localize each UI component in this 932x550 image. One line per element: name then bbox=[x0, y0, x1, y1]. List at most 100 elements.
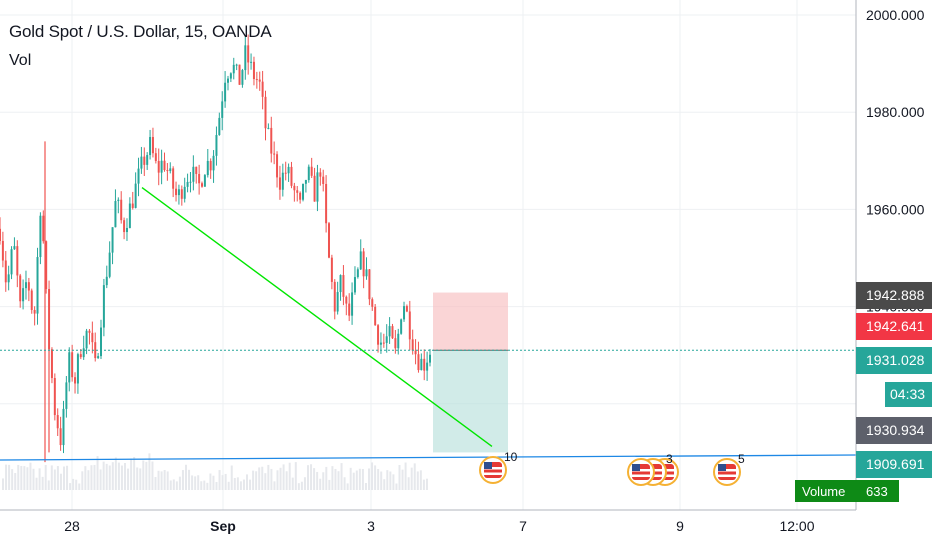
economic-events[interactable]: 10 3 5 bbox=[479, 450, 745, 486]
price-tag bbox=[856, 417, 932, 444]
candle-body bbox=[114, 201, 117, 228]
price-tag bbox=[856, 347, 932, 374]
volume-bar bbox=[35, 477, 38, 490]
volume-bar bbox=[319, 478, 322, 490]
price-tag-label: 1930.934 bbox=[866, 422, 925, 438]
volume-bar bbox=[279, 467, 282, 490]
volume-bar bbox=[11, 469, 14, 490]
volume-bar bbox=[32, 468, 35, 490]
volume-bar bbox=[285, 471, 288, 490]
candles bbox=[0, 34, 431, 463]
candle-body bbox=[53, 378, 56, 416]
volume-bar bbox=[352, 472, 355, 490]
volume-bar bbox=[325, 466, 328, 490]
volume-bar bbox=[154, 477, 157, 490]
volume-bar bbox=[114, 457, 117, 490]
volume-bar bbox=[29, 462, 32, 490]
volume-bar bbox=[130, 458, 133, 490]
volume-bar bbox=[371, 462, 374, 490]
volume-bar bbox=[288, 462, 291, 490]
candle-body bbox=[105, 276, 108, 286]
candle-body bbox=[111, 227, 114, 253]
candle-body bbox=[322, 176, 325, 184]
candle-body bbox=[299, 192, 302, 200]
candle-body bbox=[420, 358, 423, 371]
candle-body bbox=[405, 306, 408, 312]
volume-bar bbox=[233, 477, 236, 490]
candle-body bbox=[365, 269, 368, 277]
volume-bar bbox=[203, 480, 206, 490]
volume-bar bbox=[133, 457, 136, 490]
candle-body bbox=[252, 61, 255, 80]
horizontal-line-drawing[interactable] bbox=[0, 454, 857, 461]
flag-canton bbox=[484, 462, 492, 469]
volume-bar bbox=[99, 469, 102, 490]
volume-bar bbox=[38, 468, 41, 490]
long-position-tool[interactable] bbox=[433, 292, 508, 453]
candle-body bbox=[149, 137, 152, 156]
candle-body bbox=[400, 319, 403, 334]
position-target-zone[interactable] bbox=[433, 350, 508, 453]
candle-body bbox=[183, 186, 186, 199]
volume-bar bbox=[8, 464, 11, 490]
candle-body bbox=[394, 338, 397, 349]
position-stop-zone[interactable] bbox=[433, 292, 508, 351]
candle-body bbox=[24, 282, 27, 289]
candle-body bbox=[397, 333, 400, 349]
candle-body bbox=[27, 282, 30, 291]
volume-bar bbox=[90, 465, 93, 490]
volume-indicator-label[interactable]: Vol bbox=[9, 52, 32, 69]
candle-body bbox=[377, 325, 380, 345]
candle-body bbox=[50, 349, 53, 379]
candle-body bbox=[351, 292, 354, 316]
volume-bar bbox=[246, 474, 248, 490]
candle-body bbox=[278, 177, 281, 190]
candle-body bbox=[82, 348, 85, 358]
candle-body bbox=[221, 101, 224, 118]
candle-body bbox=[313, 175, 316, 202]
candle-body bbox=[229, 73, 232, 79]
volume-bar bbox=[377, 469, 380, 490]
volume-bar bbox=[218, 470, 221, 490]
volume-bar bbox=[401, 469, 404, 490]
volume-bar bbox=[258, 467, 261, 490]
candle-body bbox=[1, 240, 4, 261]
price-tag bbox=[856, 451, 932, 478]
volume-bar bbox=[166, 471, 169, 490]
trendline-drawing[interactable] bbox=[141, 186, 493, 447]
price-tag-label: 1931.028 bbox=[866, 352, 925, 368]
volume-bar bbox=[355, 470, 358, 490]
volume-bar bbox=[50, 465, 53, 490]
candle-body bbox=[264, 96, 267, 129]
candle-body bbox=[429, 354, 431, 363]
candle-body bbox=[131, 203, 134, 208]
candle-body bbox=[411, 339, 414, 351]
volume-bar bbox=[127, 468, 130, 490]
candle-body bbox=[296, 190, 299, 193]
flag-stripe bbox=[632, 474, 650, 477]
candle-body bbox=[403, 306, 406, 320]
candle-body bbox=[290, 166, 293, 186]
volume-bar bbox=[160, 471, 163, 490]
volume-bar bbox=[392, 474, 395, 490]
volume-bar bbox=[239, 481, 242, 490]
volume-bar bbox=[78, 483, 81, 490]
price-axis[interactable]: 2000.0001980.0001960.0001940.0001942.888… bbox=[795, 0, 932, 550]
us-flag-icon bbox=[479, 456, 507, 484]
candle-body bbox=[186, 181, 189, 187]
volume-bar bbox=[346, 483, 349, 490]
volume-bar bbox=[227, 481, 230, 490]
volume-bar bbox=[59, 473, 62, 490]
candle-body bbox=[206, 160, 209, 176]
volume-bar bbox=[368, 468, 370, 490]
volume-bar bbox=[47, 480, 50, 490]
volume-bar bbox=[93, 464, 96, 490]
time-axis[interactable]: 28 Sep 3 7 9 12:00 bbox=[0, 509, 856, 534]
candle-body bbox=[189, 181, 192, 183]
candle-body bbox=[258, 79, 261, 82]
candle-body bbox=[209, 160, 212, 171]
volume-bar bbox=[416, 471, 419, 490]
symbol-title[interactable]: Gold Spot / U.S. Dollar, 15, OANDA bbox=[9, 22, 272, 41]
candle-body bbox=[218, 117, 221, 136]
